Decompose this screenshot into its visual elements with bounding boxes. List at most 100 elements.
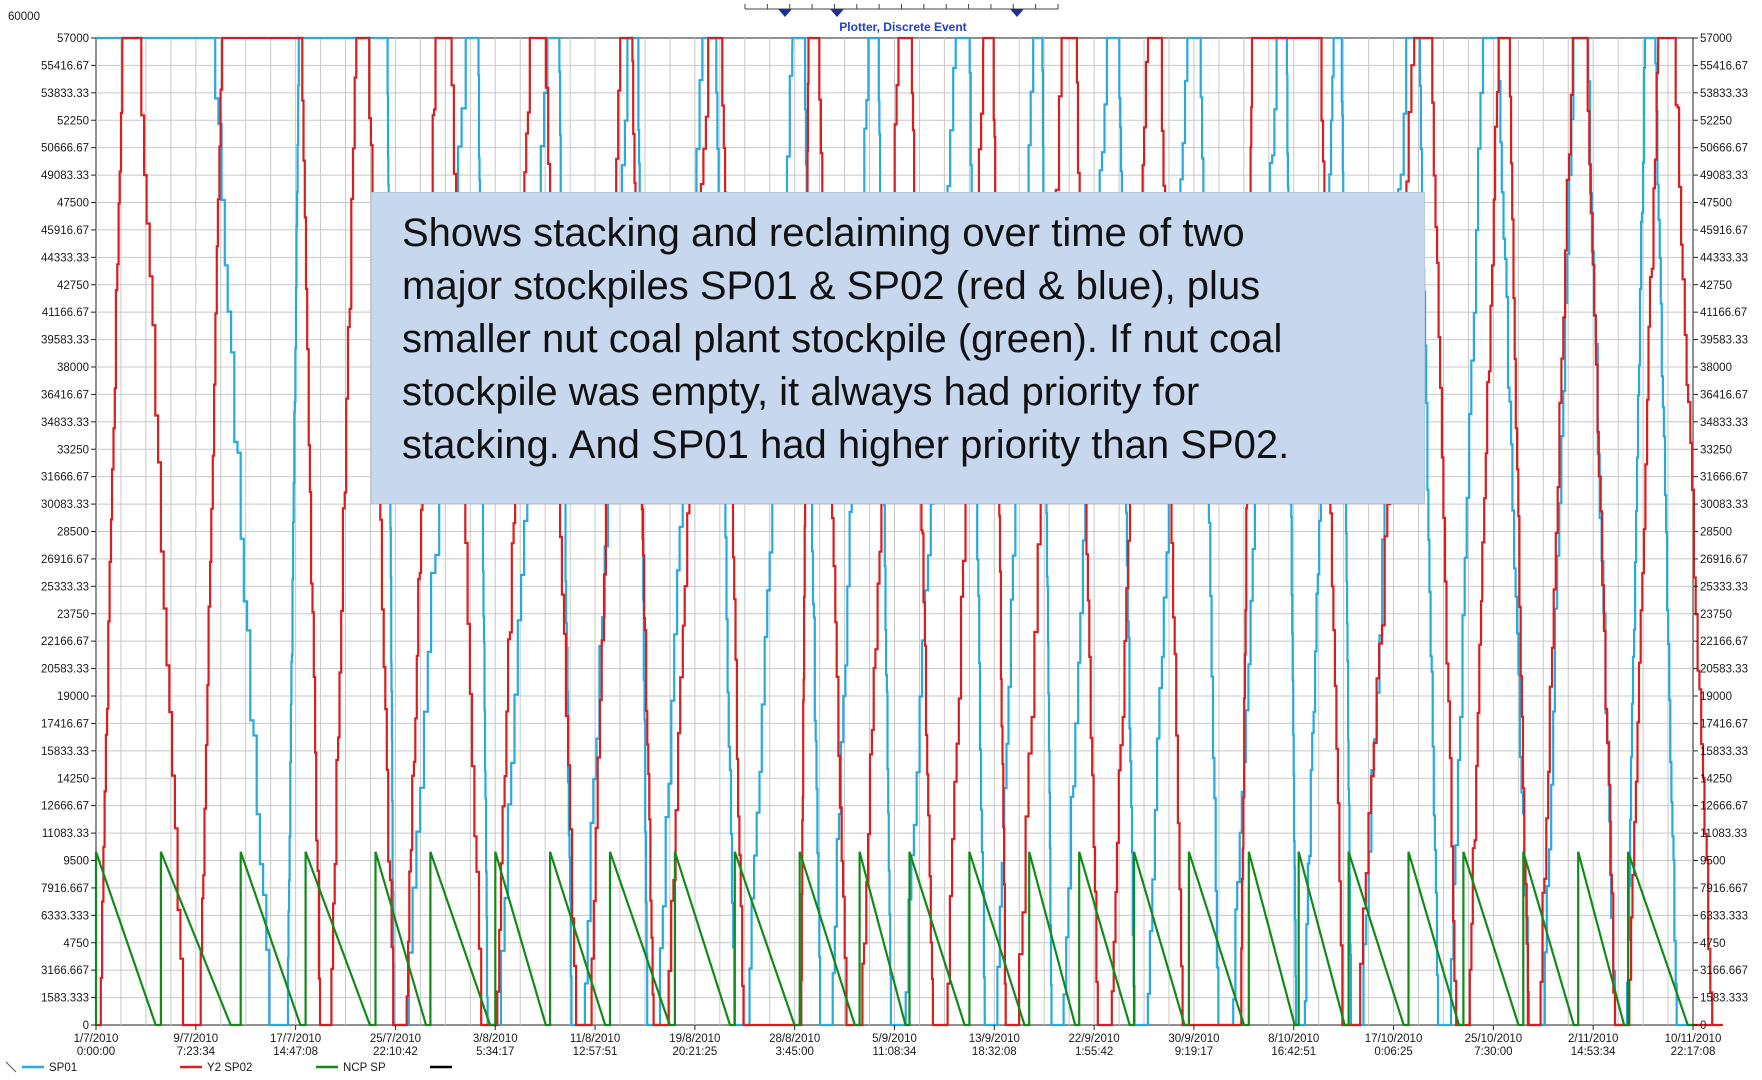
x-tick-label-date: 1/7/2010 <box>74 1033 119 1045</box>
x-tick-label-time: 1:55:42 <box>1075 1046 1113 1058</box>
x-tick-label-time: 22:10:42 <box>373 1046 418 1058</box>
y-tick-label-right: 39583.33 <box>1700 335 1748 347</box>
y-tick-label-left: 17416.67 <box>41 718 89 730</box>
y-tick-label-left: 11083.33 <box>42 828 89 840</box>
x-tick-label-date: 5/9/2010 <box>872 1033 917 1045</box>
legend-label: SP01 <box>49 1062 77 1074</box>
y-tick-label-right: 1583.333 <box>1700 993 1748 1005</box>
y-tick-label-left: 28500 <box>57 527 89 539</box>
x-tick-label-date: 11/8/2010 <box>570 1033 620 1045</box>
x-tick-label-time: 5:34:17 <box>476 1046 514 1058</box>
y-tick-label-right: 34833.33 <box>1700 417 1748 429</box>
chart-title: Plotter, Discrete Event <box>839 20 966 34</box>
y-tick-label-right: 0 <box>1700 1020 1706 1032</box>
y-tick-label-left: 53833.33 <box>41 88 89 100</box>
resize-corner-icon <box>5 1061 17 1073</box>
x-tick-label-time: 7:23:34 <box>177 1046 216 1058</box>
x-tick-label-time: 9:19:17 <box>1175 1046 1213 1058</box>
x-tick-label-time: 0:00:00 <box>77 1046 115 1058</box>
y-tick-label-left: 41166.67 <box>42 307 89 319</box>
series-layer <box>94 36 1723 1027</box>
x-tick-label-date: 28/8/2010 <box>769 1033 820 1045</box>
legend-label: NCP SP <box>343 1062 386 1074</box>
y-tick-label-left: 6333.333 <box>41 910 89 922</box>
legend-label: Y2 SP02 <box>207 1062 252 1074</box>
y-tick-label-left: 36416.67 <box>41 389 89 401</box>
y-tick-label-right: 6333.333 <box>1700 910 1748 922</box>
y-tick-label-right: 25333.33 <box>1700 581 1748 593</box>
y-tick-label-right: 50666.67 <box>1700 143 1748 155</box>
y-tick-label-right: 53833.33 <box>1700 88 1748 100</box>
annotation-line: stockpile was empty, it always had prior… <box>402 370 1200 414</box>
x-tick-label-time: 22:17:08 <box>1671 1046 1716 1058</box>
x-tick-label-time: 7:30:00 <box>1474 1046 1512 1058</box>
y-tick-label-left: 14250 <box>57 773 89 785</box>
annotation-line: Shows stacking and reclaiming over time … <box>402 211 1245 255</box>
y-tick-label-right: 36416.67 <box>1700 389 1748 401</box>
x-tick-label-date: 25/7/2010 <box>370 1033 421 1045</box>
y-tick-label-left: 38000 <box>57 362 89 374</box>
y-tick-label-right: 30083.33 <box>1700 499 1748 511</box>
header: Plotter, Discrete Event <box>744 4 1059 34</box>
y-tick-label-right: 4750 <box>1700 938 1726 950</box>
y-tick-label-left: 25333.33 <box>41 581 89 593</box>
slider-marker-icon[interactable] <box>830 9 844 17</box>
x-tick-label-date: 13/9/2010 <box>969 1033 1020 1045</box>
y-tick-label-left: 26916.67 <box>41 554 89 566</box>
y-tick-label-right: 14250 <box>1700 773 1732 785</box>
x-tick-label-date: 17/7/2010 <box>270 1033 321 1045</box>
y-tick-label-right: 44333.33 <box>1700 252 1748 264</box>
x-tick-label-date: 10/11/2010 <box>1665 1033 1722 1045</box>
slider-marker-icon[interactable] <box>1010 9 1024 17</box>
y-tick-label-right: 17416.67 <box>1700 718 1748 730</box>
y-tick-label-left: 31666.67 <box>41 472 89 484</box>
y-tick-label-left: 55416.67 <box>41 60 89 72</box>
y-tick-label-right: 26916.67 <box>1700 554 1748 566</box>
x-tick-label-date: 8/10/2010 <box>1268 1033 1319 1045</box>
y-tick-label-left: 30083.33 <box>41 499 89 511</box>
y-tick-label-left: 9500 <box>63 856 89 868</box>
y-tick-label-left: 50666.67 <box>41 143 89 155</box>
y-tick-label-right: 49083.33 <box>1700 170 1748 182</box>
x-tick-label-date: 3/8/2010 <box>473 1033 518 1045</box>
x-tick-label-time: 12:57:51 <box>573 1046 618 1058</box>
y-tick-label-right: 41166.67 <box>1700 307 1747 319</box>
y-tick-label-left: 19000 <box>57 691 89 703</box>
y-tick-label-left: 7916.667 <box>41 883 89 895</box>
y-tick-label-right: 11083.33 <box>1700 828 1747 840</box>
x-tick-label-time: 20:21:25 <box>672 1046 717 1058</box>
x-tick-label-time: 18:32:08 <box>972 1046 1017 1058</box>
x-tick-label-date: 9/7/2010 <box>173 1033 218 1045</box>
y-tick-label-left: 44333.33 <box>41 252 89 264</box>
y-tick-label-left: 1583.333 <box>41 993 89 1005</box>
series-ncp-line <box>94 851 1693 1027</box>
x-tick-label-date: 17/10/2010 <box>1365 1033 1423 1045</box>
y-tick-label-left: 4750 <box>63 938 89 950</box>
x-tick-label-time: 0:06:25 <box>1374 1046 1412 1058</box>
y-tick-label-right: 52250 <box>1700 115 1732 127</box>
y-tick-label-left: 52250 <box>57 115 89 127</box>
axes: 57000 57000 55416.67 55416.67 53833.33 53833.… <box>8 11 1748 1058</box>
y-tick-label-right: 23750 <box>1700 609 1732 621</box>
y-tick-label-right: 31666.67 <box>1700 472 1748 484</box>
y-tick-label-left: 23750 <box>57 609 89 621</box>
x-tick-label-time: 3:45:00 <box>776 1046 814 1058</box>
x-tick-label-date: 19/8/2010 <box>669 1033 720 1045</box>
y-tick-label-right: 42750 <box>1700 280 1732 292</box>
y-tick-label-left: 42750 <box>57 280 89 292</box>
y-tick-label-right: 19000 <box>1700 691 1732 703</box>
y-tick-label-left: 15833.33 <box>41 746 89 758</box>
y-tick-label-right: 15833.33 <box>1700 746 1748 758</box>
y-tick-label-left: 34833.33 <box>41 417 89 429</box>
annotation-line: smaller nut coal plant stockpile (green)… <box>402 317 1283 361</box>
y-tick-label-left: 0 <box>83 1020 89 1032</box>
y-tick-label-left: 12666.67 <box>41 801 89 813</box>
y-tick-label-left: 45916.67 <box>41 225 89 237</box>
legend: SP01 Y2 SP02 NCP SP <box>5 1061 452 1074</box>
y-tick-label-right: 28500 <box>1700 527 1732 539</box>
x-tick-label-date: 30/9/2010 <box>1168 1033 1219 1045</box>
slider-marker-icon[interactable] <box>778 9 792 17</box>
x-tick-label-time: 11:08:34 <box>873 1046 918 1058</box>
